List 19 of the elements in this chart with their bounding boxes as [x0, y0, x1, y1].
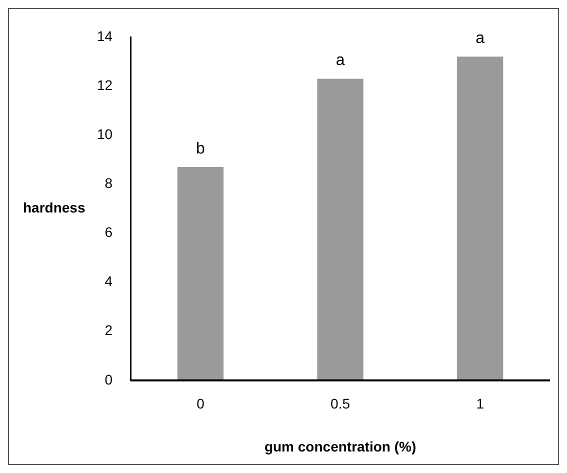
y-tick-label: 0: [104, 371, 113, 388]
annotation: a: [476, 30, 485, 48]
y-tick-label: 14: [96, 28, 113, 44]
x-tick-label: 0: [196, 396, 205, 412]
x-tick-label: 1: [476, 396, 484, 412]
x-tick-label: 0.5: [330, 396, 350, 412]
y-tick-label: 4: [104, 273, 113, 290]
y-tick-label: 10: [96, 126, 113, 142]
y-axis-title: hardness: [23, 200, 86, 216]
bar: [457, 56, 504, 380]
y-tick-label: 8: [104, 175, 113, 192]
y-tick-label: 2: [104, 322, 113, 338]
y-tick-label: 6: [104, 224, 113, 240]
annotation: a: [336, 52, 345, 70]
annotation: b: [196, 140, 206, 158]
y-tick-label: 12: [96, 76, 113, 93]
bar: [177, 167, 224, 380]
bar: [317, 78, 364, 380]
x-axis-title: gum concentration (%): [264, 438, 416, 454]
